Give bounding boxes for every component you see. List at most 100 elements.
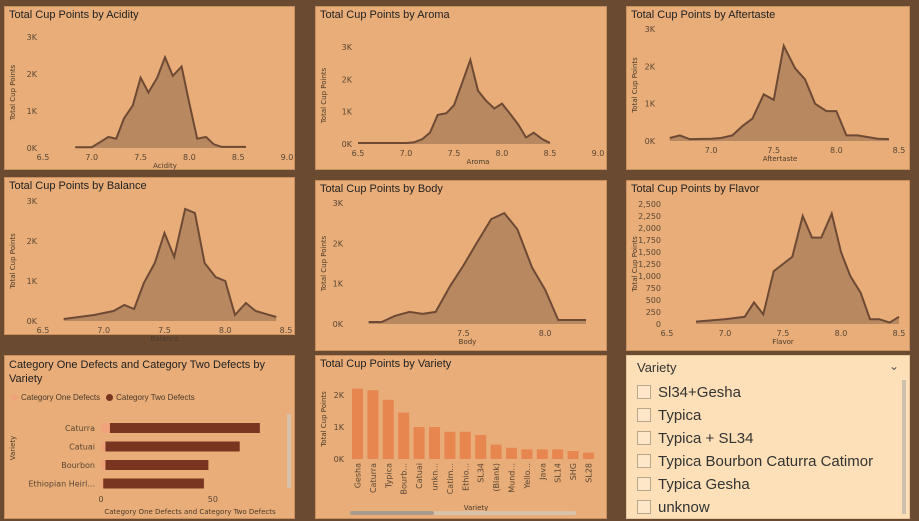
legend-item-category-one[interactable]: Category One Defects [11,393,100,402]
body-chart-panel[interactable]: Total Cup Points by Body 0K 1K 2K 3K 7.5 8.0 B… [315,180,607,351]
variety-slicer[interactable]: Variety ⌄ Sl34+Gesha Typica Typica + SL3… [626,355,910,519]
series-line [695,210,900,324]
bar-category-one [101,460,106,470]
slicer-item[interactable]: Typica Bourbon Caturra Catimor [637,451,873,471]
slicer-item[interactable]: Typica [637,405,701,425]
slicer-item-label: unknow [658,498,710,516]
y-tick-label: 1K [333,280,344,289]
y-tick-label: 2,000 [638,224,661,233]
category-label: SL34 [477,463,486,483]
area-fill [669,45,889,141]
x-tick-label: 8.0 [539,329,552,338]
series-line [368,211,586,323]
x-tick-label: 7.0 [400,149,413,158]
checkbox[interactable] [637,477,651,491]
legend-swatch-category-one [11,394,18,401]
category-label: Caturra [369,463,378,493]
scrollbar-thumb [350,511,434,515]
x-tick-label: 7.5 [457,329,470,338]
y-axis-label: Total Cup Points [320,391,328,448]
y-tick-label: 1K [342,108,353,117]
y-tick-label: 2,500 [638,200,661,209]
x-tick-label: 8.5 [544,149,557,158]
checkbox[interactable] [637,431,651,445]
y-tick-label: 1,250 [638,260,661,269]
x-tick-label: 7.5 [777,329,790,338]
y-tick-label: 1K [27,107,38,116]
checkbox[interactable] [637,500,651,514]
series-line [669,42,890,141]
x-tick-label: 7.0 [97,326,110,335]
y-tick-label: 0K [342,140,353,149]
area-fill [358,59,550,144]
y-tick-label: 250 [646,308,661,317]
category-label: Ethio... [461,463,470,491]
category-label: Catuai [69,443,95,452]
y-tick-label: 750 [646,284,661,293]
x-tick-label: 7.5 [134,153,147,162]
y-tick-label: 0K [334,455,345,464]
bar-category-one [101,423,110,433]
body-area-chart: 0K 1K 2K 3K 7.5 8.0 Body Total Cup Points [320,199,586,346]
flavor-chart-panel[interactable]: Total Cup Points by Flavor 0 250 500 750 1,0… [626,180,910,351]
variety-chart-title: Total Cup Points by Variety [320,358,452,370]
slicer-item[interactable]: Sl34+Gesha [637,382,741,402]
variety-bar [413,427,425,459]
balance-chart-title: Total Cup Points by Balance [9,180,147,192]
y-axis-label: Total Cup Points [320,67,328,124]
defects-chart-panel[interactable]: Category One Defects and Category Two De… [4,355,295,519]
balance-chart-panel[interactable]: Total Cup Points by Balance 0K 1K 2K 3K 6.5 7… [4,177,295,343]
x-tick-label: 8.0 [496,149,509,158]
flavor-area-chart: 0 250 500 750 1,000 1,250 1,500 1,750 2,000 2,250… [631,200,905,346]
slicer-item-label: Typica Gesha [658,475,750,493]
category-label: Java [538,463,547,481]
x-tick-label: 9.0 [592,149,605,158]
x-tick-label: 7.5 [158,326,171,335]
slicer-scrollbar[interactable] [902,380,906,514]
bar-category-two [103,478,204,489]
category-label: Mund... [508,463,517,493]
x-tick-label: 6.5 [352,149,365,158]
x-tick-label: 7.0 [705,146,718,155]
x-tick-label: 6.5 [661,329,674,338]
category-label: Bourbon [61,461,95,470]
category-label: (Blank) [492,463,501,492]
chevron-down-icon[interactable]: ⌄ [888,359,899,373]
y-tick-label: 3K [645,25,656,34]
aroma-chart-panel[interactable]: Total Cup Points by Aroma 0K 1K 2K 3K 6.5 7.0… [315,6,607,170]
variety-chart-panel[interactable]: Total Cup Points by Variety 0K 1K 2K Gesha C… [315,355,607,519]
slicer-item[interactable]: Typica Gesha [637,474,750,494]
category-label: Typica [384,463,393,489]
variety-bar [459,431,471,459]
variety-bar [567,451,579,459]
checkbox[interactable] [637,385,651,399]
slicer-item[interactable]: Typica + SL34 [637,428,753,448]
category-label: Bourb... [400,463,409,494]
legend-label-category-two: Category Two Defects [116,393,195,402]
series-line [75,54,247,149]
checkbox[interactable] [637,454,651,468]
variety-bar [382,399,394,459]
x-axis-label: Variety [464,504,489,512]
aftertaste-chart-panel[interactable]: Total Cup Points by Aftertaste 0K 1K 2K 3K 7… [626,6,910,170]
category-label: SHG [569,463,578,480]
y-tick-label: 2,250 [638,212,661,221]
acidity-chart-panel[interactable]: Total Cup Points by Acidity 0K 1K 2K 3K 6.5 7… [4,6,295,170]
y-tick-label: 0K [27,144,38,153]
x-axis-label: Acidity [153,162,177,170]
slicer-item-label: Typica [658,406,702,424]
legend-item-category-two[interactable]: Category Two Defects [106,393,195,402]
category-label: Caturra [65,424,95,433]
defects-chart-title: Category One Defects and Category Two De… [9,358,265,386]
defects-legend[interactable]: Category One Defects Category Two Defect… [11,393,195,402]
y-tick-label: 2K [27,237,38,246]
x-axis-label: Category One Defects and Category Two De… [104,508,276,516]
area-fill [696,213,899,324]
slicer-title: Variety [637,360,677,375]
slicer-item[interactable]: unknow [637,497,710,517]
x-tick-label: 6.5 [37,326,50,335]
x-tick-label: 8.0 [830,146,843,155]
x-tick-label: 0 [98,495,103,504]
checkbox[interactable] [637,408,651,422]
x-tick-label: 7.5 [767,146,780,155]
